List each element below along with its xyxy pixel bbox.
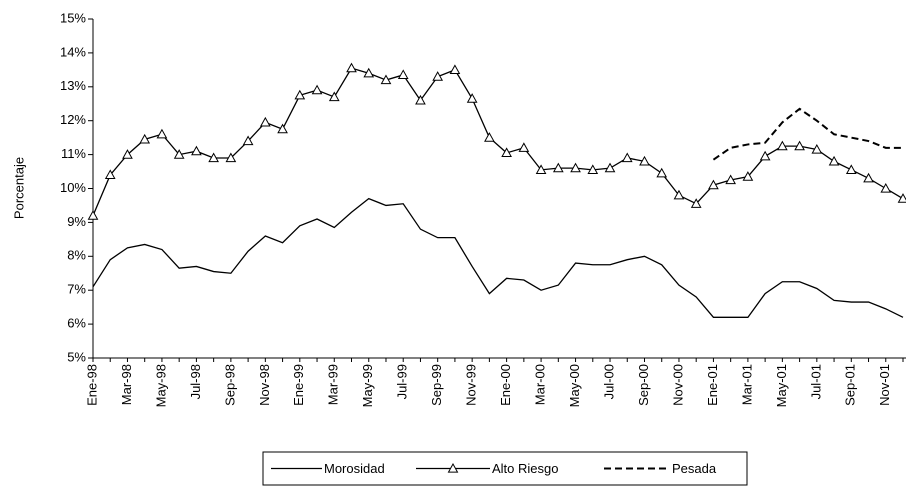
- data-point: [880, 182, 892, 193]
- data-point: [242, 135, 254, 146]
- legend-label: Alto Riesgo: [492, 461, 558, 476]
- data-point: [673, 189, 685, 200]
- data-point: [191, 145, 202, 156]
- x-tick-label: Ene-00: [498, 364, 513, 406]
- x-tick-label: May-99: [360, 364, 375, 407]
- y-tick-label: 11%: [61, 146, 86, 161]
- x-tick-label: Sep-99: [429, 364, 444, 406]
- y-tick-label: 9%: [67, 214, 86, 229]
- x-tick-label: May-00: [567, 364, 582, 407]
- data-point: [708, 179, 719, 190]
- x-tick-label: Nov-99: [464, 364, 479, 406]
- legend-box: [262, 451, 748, 486]
- data-point: [759, 150, 771, 161]
- data-point: [639, 155, 650, 166]
- x-tick-label: Jul-00: [601, 364, 616, 399]
- data-point: [535, 164, 547, 174]
- y-tick-label: 5%: [67, 349, 86, 364]
- data-point: [570, 162, 581, 173]
- y-tick-label: 15%: [60, 10, 86, 25]
- data-point: [156, 128, 168, 139]
- x-tick-label: Nov-00: [670, 364, 685, 406]
- data-point: [380, 74, 392, 85]
- data-point: [173, 149, 185, 159]
- x-tick-label: Mar-00: [533, 364, 548, 405]
- y-tick-label: 12%: [60, 112, 86, 127]
- data-point: [259, 116, 271, 127]
- data-point: [518, 142, 530, 152]
- y-tick-label: 7%: [67, 282, 86, 297]
- data-point: [449, 64, 461, 74]
- x-tick-label: Mar-99: [326, 364, 341, 405]
- data-point: [104, 169, 116, 180]
- data-point: [777, 140, 788, 151]
- y-tick-label: 6%: [67, 316, 86, 331]
- data-point: [277, 123, 288, 134]
- data-point: [621, 152, 633, 163]
- x-tick-label: Ene-99: [291, 364, 306, 406]
- data-point: [397, 69, 409, 80]
- y-tick-label: 14%: [60, 44, 86, 59]
- data-point: [501, 147, 512, 158]
- data-point: [863, 172, 874, 183]
- data-point: [484, 132, 495, 142]
- data-point: [122, 149, 133, 159]
- data-point: [294, 89, 306, 100]
- data-point: [811, 143, 823, 154]
- data-point: [690, 198, 702, 208]
- x-tick-label: Nov-01: [877, 364, 892, 406]
- data-point: [845, 164, 857, 174]
- series-line: [712, 107, 903, 161]
- legend-label: Morosidad: [324, 461, 385, 476]
- legend-label: Pesada: [672, 461, 717, 476]
- data-point: [656, 167, 668, 178]
- data-point: [225, 152, 237, 163]
- data-point: [828, 155, 840, 166]
- data-point: [725, 174, 737, 185]
- x-tick-label: Jul-99: [395, 364, 410, 399]
- x-tick-label: May-01: [774, 364, 789, 407]
- x-tick-label: Nov-98: [257, 364, 272, 406]
- data-point: [87, 210, 99, 220]
- data-point: [363, 67, 375, 78]
- data-point: [415, 94, 426, 105]
- series-line: [92, 67, 904, 216]
- data-point: [552, 162, 564, 173]
- x-tick-label: Jul-01: [808, 364, 823, 399]
- x-tick-label: Ene-01: [705, 364, 720, 406]
- x-tick-label: Sep-00: [636, 364, 651, 406]
- data-point: [587, 164, 599, 174]
- data-point: [466, 93, 478, 103]
- data-point: [208, 152, 219, 163]
- data-point: [604, 162, 616, 173]
- x-tick-label: Jul-98: [188, 364, 203, 399]
- x-tick-label: Sep-01: [843, 364, 858, 406]
- legend-marker: [447, 462, 459, 473]
- x-tick-label: Mar-98: [119, 364, 134, 405]
- data-point: [139, 133, 151, 144]
- data-point: [794, 140, 805, 151]
- data-point: [346, 62, 357, 73]
- y-tick-label: 10%: [60, 180, 86, 195]
- data-point: [311, 84, 323, 95]
- x-tick-label: Mar-01: [739, 364, 754, 405]
- x-tick-label: Ene-98: [84, 364, 99, 406]
- data-point: [897, 193, 906, 203]
- y-axis-label: Porcentaje: [11, 157, 26, 219]
- y-tick-label: 13%: [60, 78, 86, 93]
- data-point: [432, 71, 444, 81]
- series-line: [92, 197, 904, 318]
- y-tick-label: 8%: [67, 248, 86, 263]
- x-tick-label: Sep-98: [222, 364, 237, 406]
- data-point: [328, 91, 340, 102]
- x-tick-label: May-98: [153, 364, 168, 407]
- data-point: [742, 171, 754, 181]
